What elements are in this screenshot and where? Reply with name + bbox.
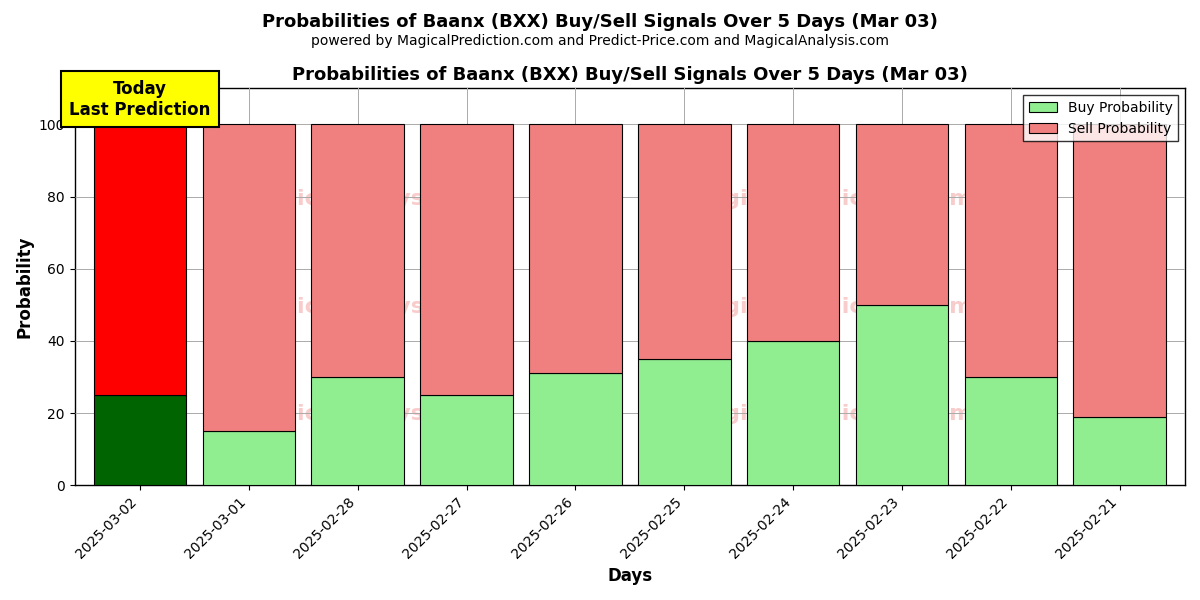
- Bar: [94, 124, 186, 395]
- Bar: [856, 305, 948, 485]
- Text: MagicalPrediction.com: MagicalPrediction.com: [688, 190, 972, 209]
- Bar: [638, 359, 731, 485]
- Text: Today
Last Prediction: Today Last Prediction: [70, 80, 211, 119]
- Bar: [312, 377, 404, 485]
- Bar: [529, 124, 622, 373]
- Bar: [856, 124, 948, 305]
- Bar: [1074, 417, 1166, 485]
- Bar: [312, 124, 404, 377]
- Bar: [94, 395, 186, 485]
- Text: MagicalPrediction.com: MagicalPrediction.com: [688, 404, 972, 424]
- Bar: [965, 124, 1057, 377]
- X-axis label: Days: Days: [607, 567, 653, 585]
- Text: Probabilities of Baanx (BXX) Buy/Sell Signals Over 5 Days (Mar 03): Probabilities of Baanx (BXX) Buy/Sell Si…: [262, 13, 938, 31]
- Bar: [746, 124, 839, 341]
- Text: MagicalAnalysis.com: MagicalAnalysis.com: [244, 296, 505, 317]
- Bar: [420, 395, 512, 485]
- Bar: [638, 124, 731, 359]
- Text: MagicalAnalysis.com: MagicalAnalysis.com: [244, 404, 505, 424]
- Bar: [203, 431, 295, 485]
- Title: Probabilities of Baanx (BXX) Buy/Sell Signals Over 5 Days (Mar 03): Probabilities of Baanx (BXX) Buy/Sell Si…: [292, 66, 967, 84]
- Bar: [965, 377, 1057, 485]
- Bar: [203, 124, 295, 431]
- Legend: Buy Probability, Sell Probability: Buy Probability, Sell Probability: [1024, 95, 1178, 142]
- Text: MagicalAnalysis.com: MagicalAnalysis.com: [244, 190, 505, 209]
- Text: powered by MagicalPrediction.com and Predict-Price.com and MagicalAnalysis.com: powered by MagicalPrediction.com and Pre…: [311, 34, 889, 48]
- Text: MagicalPrediction.com: MagicalPrediction.com: [688, 296, 972, 317]
- Bar: [420, 124, 512, 395]
- Bar: [529, 373, 622, 485]
- Bar: [1074, 124, 1166, 417]
- Y-axis label: Probability: Probability: [16, 236, 34, 338]
- Bar: [746, 341, 839, 485]
